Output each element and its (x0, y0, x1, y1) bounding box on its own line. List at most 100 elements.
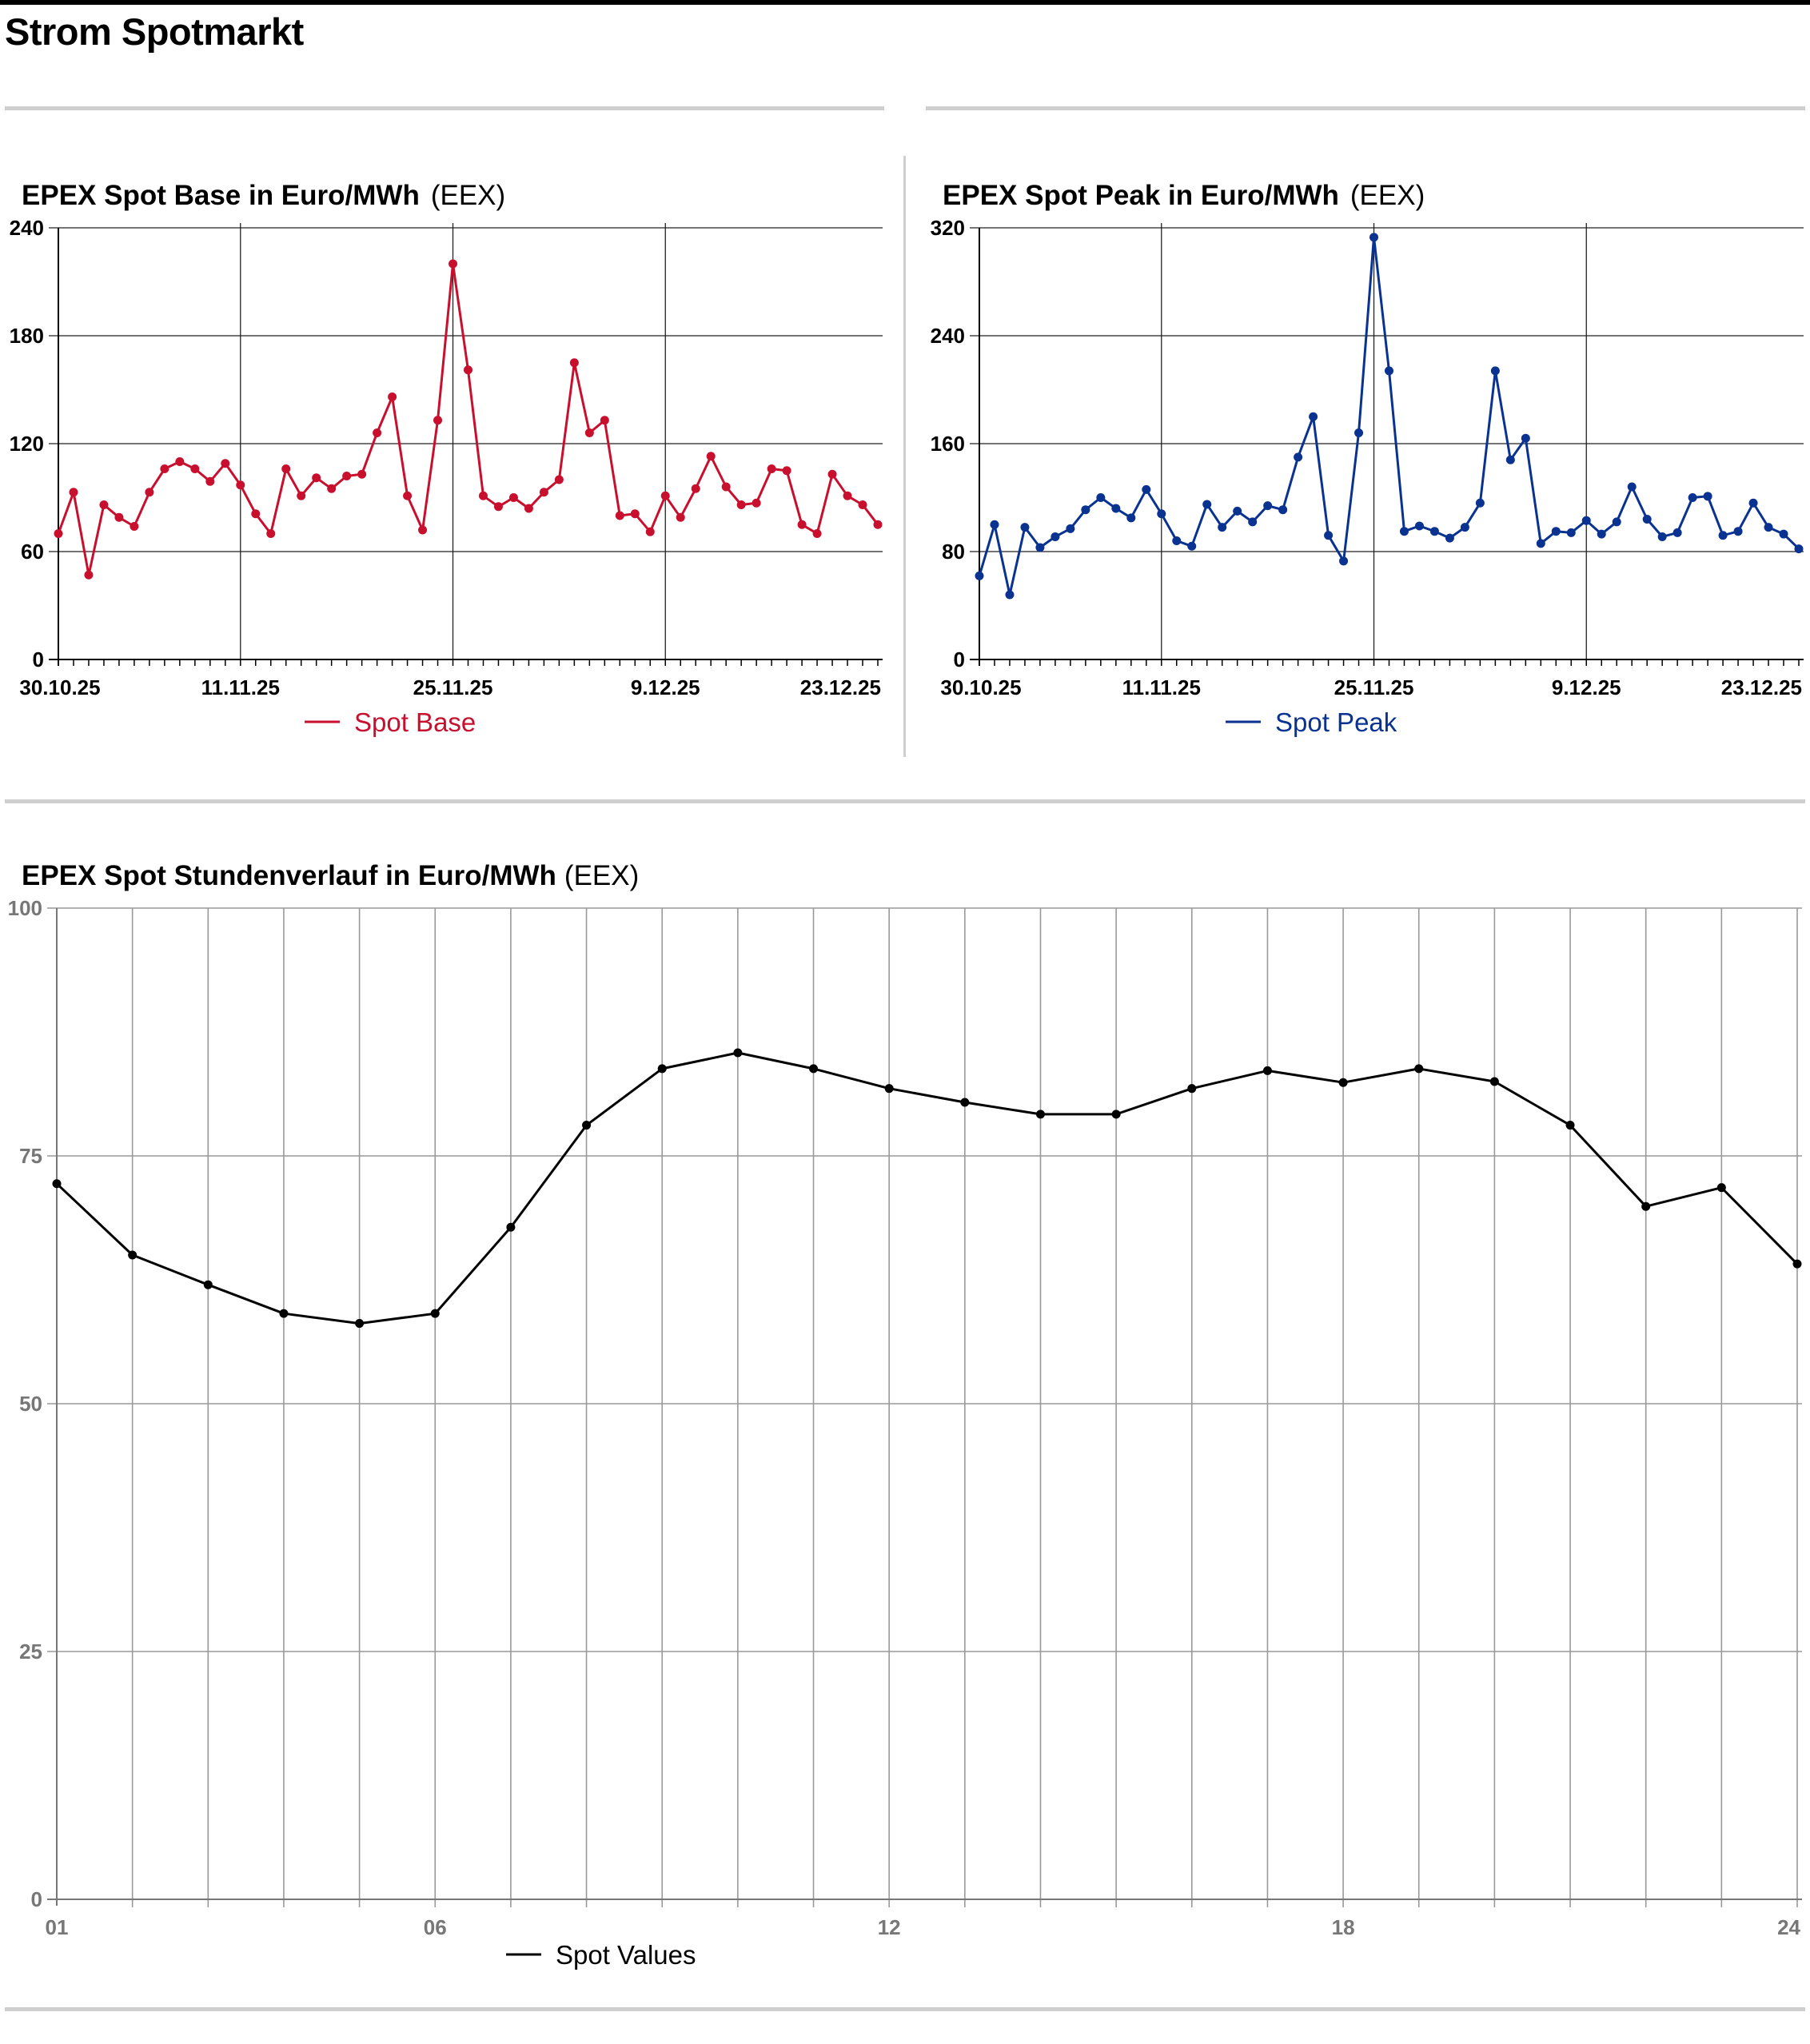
data-point (145, 488, 154, 497)
chart-source-peak: (EEX) (1350, 180, 1425, 211)
data-point (843, 491, 852, 500)
y-tick-label: 240 (10, 216, 44, 240)
data-point (205, 476, 215, 486)
y-tick-label: 75 (19, 1144, 42, 1168)
data-point (733, 1048, 743, 1058)
data-point (1429, 527, 1439, 536)
section-divider (5, 106, 884, 110)
data-point (1202, 500, 1212, 509)
data-point (676, 512, 685, 522)
data-point (1703, 492, 1712, 501)
section-divider (5, 2007, 1805, 2011)
chart-peak: 0 80 160 240 320 30.10.25 11.11.25 25.11.25 9.12… (931, 216, 1804, 737)
data-point (1641, 1201, 1651, 1211)
chart-title-base: EPEX Spot Base in Euro/MWh (EEX) (22, 180, 505, 212)
data-point (279, 1309, 289, 1318)
x-tick-label: 23.12.25 (1721, 675, 1802, 699)
data-point (1081, 505, 1090, 515)
data-point (1339, 556, 1349, 566)
data-point (1551, 527, 1561, 536)
data-point (1126, 513, 1136, 523)
data-point (736, 500, 746, 509)
data-point (1096, 493, 1106, 502)
chart-base: 0 60 120 180 240 30.10.25 11.11.25 25.11.25 9.12… (10, 216, 883, 737)
data-point (1369, 233, 1379, 242)
data-point (1657, 532, 1667, 541)
y-tick-label: 180 (10, 324, 44, 348)
y-tick-label: 0 (33, 647, 44, 671)
data-point (251, 509, 261, 519)
section-divider (926, 106, 1805, 110)
data-point (236, 480, 245, 490)
y-tick-label: 80 (942, 540, 965, 564)
data-point (539, 488, 548, 497)
data-point (1248, 517, 1258, 527)
x-tick-label: 23.12.25 (800, 675, 881, 699)
data-point (327, 484, 337, 493)
x-tick-label: 24 (1777, 1915, 1800, 1939)
data-point (1505, 455, 1515, 464)
data-point (1565, 1121, 1575, 1130)
data-point (1142, 484, 1151, 494)
data-point (1490, 366, 1500, 376)
legend-label: Spot Peak (1275, 707, 1397, 737)
data-point (1157, 509, 1166, 519)
data-point (221, 459, 230, 468)
chart-title-peak: EPEX Spot Peak in Euro/MWh (EEX) (943, 180, 1425, 212)
data-point (1035, 543, 1045, 552)
data-point (1385, 366, 1393, 376)
data-point (582, 1121, 592, 1130)
data-point (190, 464, 200, 473)
data-point (1460, 523, 1469, 532)
data-point (357, 469, 367, 479)
data-point (449, 259, 458, 269)
data-point (54, 529, 63, 538)
data-point (508, 493, 518, 502)
data-point (1688, 493, 1697, 502)
data-point (691, 484, 700, 493)
x-tick-label: 25.11.25 (1334, 675, 1414, 699)
data-point (1111, 504, 1121, 513)
data-point (203, 1280, 213, 1289)
chart-title-peak-text: EPEX Spot Peak in Euro/MWh (943, 180, 1339, 211)
data-point (1733, 527, 1743, 536)
data-point (1748, 498, 1758, 508)
chart-source-hourly: (EEX) (564, 860, 640, 891)
data-point (630, 509, 640, 519)
data-point (1338, 1078, 1348, 1087)
y-tick-label: 0 (954, 647, 965, 671)
data-point (1794, 544, 1804, 554)
data-point (1764, 523, 1773, 532)
data-point (706, 452, 716, 461)
x-tick-label: 9.12.25 (1552, 675, 1621, 699)
legend-hourly: Spot Values (506, 1940, 696, 1970)
data-point (645, 527, 655, 536)
x-tick-label: 11.11.25 (201, 675, 280, 699)
data-point (373, 428, 382, 437)
chart-hourly: 0 25 50 75 100 01 06 12 18 24 Spot Values (8, 896, 1802, 1970)
column-divider (903, 156, 906, 757)
data-point (990, 520, 999, 529)
data-point (266, 529, 276, 538)
data-point (721, 482, 731, 492)
data-point (175, 457, 185, 466)
data-point (657, 1064, 667, 1074)
legend-label: Spot Base (354, 707, 476, 737)
data-point (1566, 528, 1576, 537)
y-tick-label: 240 (931, 324, 965, 348)
data-point (1414, 1064, 1424, 1074)
data-point (1792, 1259, 1802, 1269)
data-point (84, 570, 94, 580)
data-point (1612, 517, 1621, 527)
chart-title-hourly-text: EPEX Spot Stundenverlauf in Euro/MWh (22, 860, 556, 891)
data-point (418, 525, 428, 535)
data-point (1187, 541, 1197, 551)
data-point (464, 365, 472, 375)
data-point (52, 1179, 62, 1189)
data-point (160, 464, 169, 473)
data-point (1218, 523, 1227, 532)
data-point (1278, 505, 1288, 515)
y-tick-label: 320 (931, 216, 965, 240)
data-point (1324, 531, 1334, 540)
x-tick-label: 12 (878, 1915, 901, 1939)
